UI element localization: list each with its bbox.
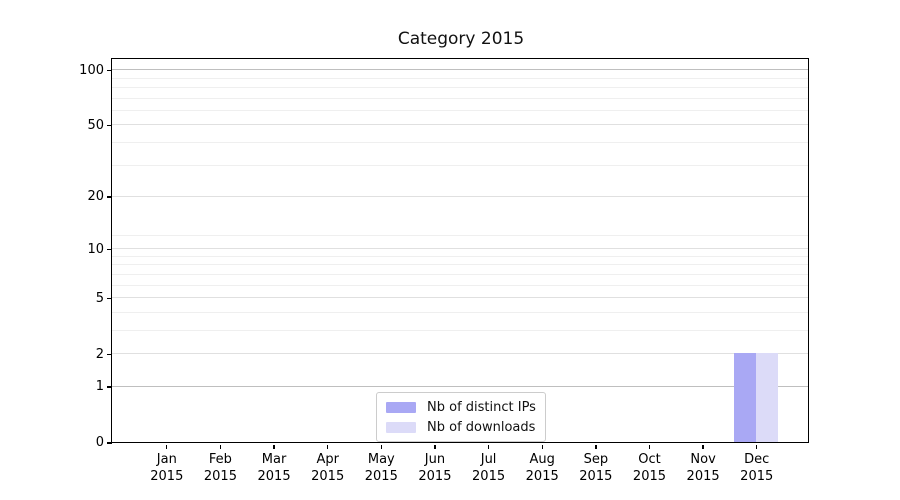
x-tick-label-jun: Jun 2015 xyxy=(403,451,467,485)
x-tick-month: Aug xyxy=(529,452,555,467)
x-tick-year: 2015 xyxy=(364,469,398,484)
y-tick-mark-100 xyxy=(107,69,112,71)
x-tick-year: 2015 xyxy=(472,469,506,484)
x-tick-mark-feb xyxy=(219,444,222,449)
y-tick-label-100: 100 xyxy=(79,62,104,78)
x-tick-year: 2015 xyxy=(686,469,720,484)
x-tick-mark-may xyxy=(380,444,382,449)
gridline-minor-y12 xyxy=(112,234,809,236)
x-tick-month: Feb xyxy=(208,452,232,467)
x-tick-mark-oct xyxy=(648,444,651,449)
x-tick-month: Jun xyxy=(424,452,446,467)
y-tick-mark-0 xyxy=(107,442,112,444)
gridline-minor-y80 xyxy=(112,87,809,89)
gridline-minor-y9 xyxy=(112,255,809,257)
x-tick-month: Dec xyxy=(744,452,770,467)
x-tick-label-sep: Sep 2015 xyxy=(564,451,628,485)
gridline-major-y5 xyxy=(112,297,809,299)
gridline-minor-y7 xyxy=(112,274,809,275)
y-tick-label-50: 50 xyxy=(87,117,104,133)
x-tick-year: 2015 xyxy=(257,469,291,484)
y-tick-label-5: 5 xyxy=(95,290,104,306)
bar-nb-of-distinct-ips-dec xyxy=(733,353,756,443)
y-tick-mark-20 xyxy=(107,196,112,198)
gridline-minor-y60 xyxy=(112,109,809,111)
x-tick-year: 2015 xyxy=(203,469,237,484)
x-tick-year: 2015 xyxy=(150,469,184,484)
x-tick-mark-apr xyxy=(326,444,329,449)
gridline-major-y1 xyxy=(112,385,809,387)
x-tick-mark-dec xyxy=(756,444,758,449)
legend-label: Nb of downloads xyxy=(427,419,536,435)
gridline-minor-y70 xyxy=(112,97,809,99)
x-tick-month: Mar xyxy=(261,452,287,467)
gridline-minor-y3 xyxy=(112,329,809,331)
y-tick-mark-10 xyxy=(107,248,112,250)
y-tick-label-2: 2 xyxy=(95,346,104,362)
x-tick-mark-aug xyxy=(541,444,543,449)
y-tick-mark-2 xyxy=(107,353,112,355)
x-tick-mark-nov xyxy=(702,444,704,449)
x-tick-label-oct: Oct 2015 xyxy=(617,451,681,485)
x-tick-label-nov: Nov 2015 xyxy=(671,451,735,485)
x-tick-year: 2015 xyxy=(632,469,667,484)
x-tick-label-dec: Dec 2015 xyxy=(725,451,789,485)
x-tick-label-apr: Apr 2015 xyxy=(296,451,360,485)
gridline-minor-y40 xyxy=(112,142,809,144)
x-tick-label-feb: Feb 2015 xyxy=(188,451,252,485)
gridline-major-y2 xyxy=(112,353,809,355)
x-tick-mark-jun xyxy=(434,444,436,449)
x-tick-label-mar: Mar 2015 xyxy=(242,451,306,485)
x-tick-mark-jan xyxy=(166,444,168,449)
x-tick-month: May xyxy=(367,452,395,467)
gridline-minor-y4 xyxy=(112,311,809,313)
x-tick-month: Oct xyxy=(638,452,661,467)
legend-label: Nb of distinct IPs xyxy=(427,399,536,415)
gridline-major-y10 xyxy=(112,248,809,250)
x-tick-mark-mar xyxy=(273,444,275,449)
legend-entry-nb-of-distinct-ips: Nb of distinct IPs xyxy=(386,398,536,416)
x-tick-mark-sep xyxy=(595,444,597,449)
x-tick-label-may: May 2015 xyxy=(349,451,413,485)
x-tick-year: 2015 xyxy=(740,469,774,484)
legend: Nb of distinct IPs Nb of downloads xyxy=(376,392,546,442)
gridline-major-y20 xyxy=(112,196,809,198)
x-tick-month: Jan xyxy=(156,452,177,467)
x-tick-year: 2015 xyxy=(311,469,345,484)
gridline-minor-y8 xyxy=(112,264,809,266)
plot-area xyxy=(111,58,810,444)
x-tick-label-aug: Aug 2015 xyxy=(510,451,574,485)
gridline-minor-y90 xyxy=(112,77,809,79)
y-tick-mark-5 xyxy=(107,297,112,299)
legend-swatch-nb-of-downloads xyxy=(386,421,416,433)
gridline-minor-y30 xyxy=(112,164,809,166)
x-tick-year: 2015 xyxy=(525,469,559,484)
x-tick-year: 2015 xyxy=(418,469,452,484)
x-tick-label-jan: Jan 2015 xyxy=(135,451,199,485)
legend-swatch-nb-of-distinct-ips xyxy=(386,401,416,413)
x-tick-mark-jul xyxy=(487,444,490,449)
chart-title: Category 2015 xyxy=(397,29,525,49)
x-tick-month: Sep xyxy=(583,452,609,467)
bar-nb-of-downloads-dec xyxy=(755,353,779,443)
y-tick-label-10: 10 xyxy=(87,241,104,257)
x-tick-label-jul: Jul 2015 xyxy=(457,451,521,485)
y-tick-mark-50 xyxy=(107,124,112,127)
y-tick-label-0: 0 xyxy=(95,435,104,451)
x-tick-month: Apr xyxy=(316,452,339,467)
x-tick-year: 2015 xyxy=(579,469,613,484)
gridline-major-y100 xyxy=(112,69,809,71)
gridline-minor-y6 xyxy=(112,284,809,286)
y-tick-label-20: 20 xyxy=(87,189,104,205)
legend-entry-nb-of-downloads: Nb of downloads xyxy=(386,418,536,436)
gridline-major-y50 xyxy=(112,124,809,126)
y-tick-mark-1 xyxy=(107,386,112,388)
x-tick-month: Nov xyxy=(690,452,716,467)
y-tick-label-1: 1 xyxy=(95,379,104,395)
x-tick-month: Jul xyxy=(480,452,497,467)
